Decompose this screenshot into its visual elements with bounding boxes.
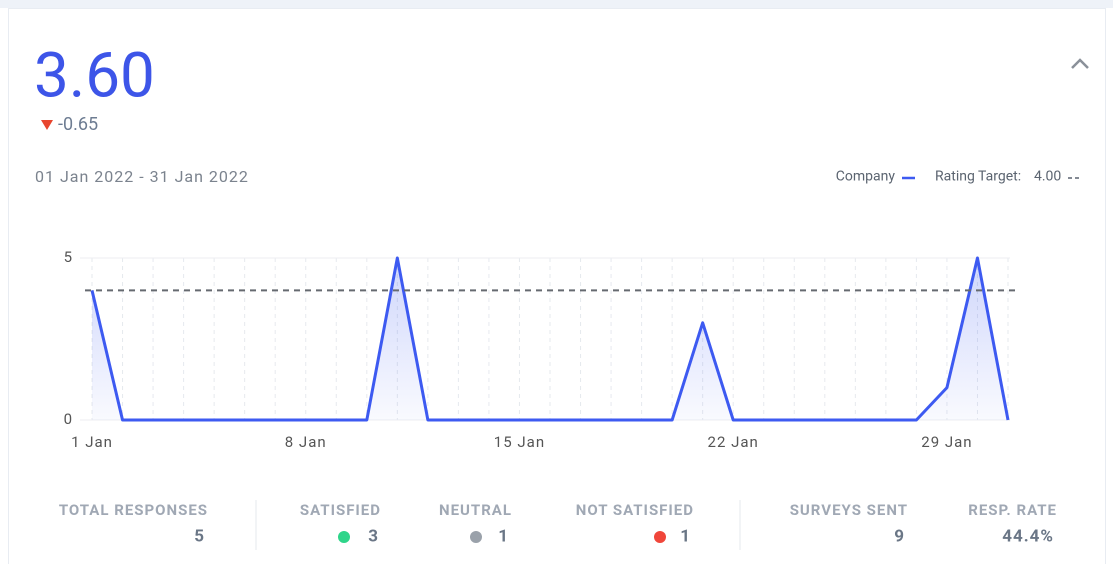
stat-label: RESP. RATE [968,501,1057,519]
stat-value: 3 [368,526,379,546]
x-tick-label: 8 Jan [285,433,327,451]
x-tick-label: 15 Jan [494,433,545,451]
legend-label: Company [836,169,896,185]
collapse-chevron[interactable] [1071,58,1089,69]
x-tick-label: 29 Jan [921,433,972,451]
line [90,256,1010,422]
stat-value: 1 [680,526,691,546]
y-tick-label: 0 [64,410,72,428]
legend-label: Rating Target: [935,169,1021,185]
stat-label: SURVEYS SENT [790,501,908,519]
date-range: 01 Jan 2022 - 31 Jan 2022 [35,167,249,186]
status-dot [338,531,350,543]
score: 3.60 [34,39,155,112]
status-dot [470,531,482,543]
delta: -0.65 [58,114,98,135]
stat-value: 44.4% [1002,526,1054,546]
stat-label: NEUTRAL [439,501,512,519]
y-tick-label: 5 [64,248,72,266]
status-dot [654,531,666,543]
top-strip [0,0,1113,8]
x-tick-label: 1 Jan [71,433,113,451]
x-tick-label: 22 Jan [708,433,759,451]
legend-target-value: 4.00 [1034,169,1061,185]
stat-label: NOT SATISFIED [576,501,694,519]
stat-value: 1 [498,526,509,546]
stat-label: TOTAL RESPONSES [59,501,208,519]
delta-arrow [41,120,53,130]
stat-value: 5 [194,526,205,546]
stat-value: 9 [894,526,905,546]
stat-label: SATISFIED [300,501,381,519]
card-frame [8,8,1106,568]
